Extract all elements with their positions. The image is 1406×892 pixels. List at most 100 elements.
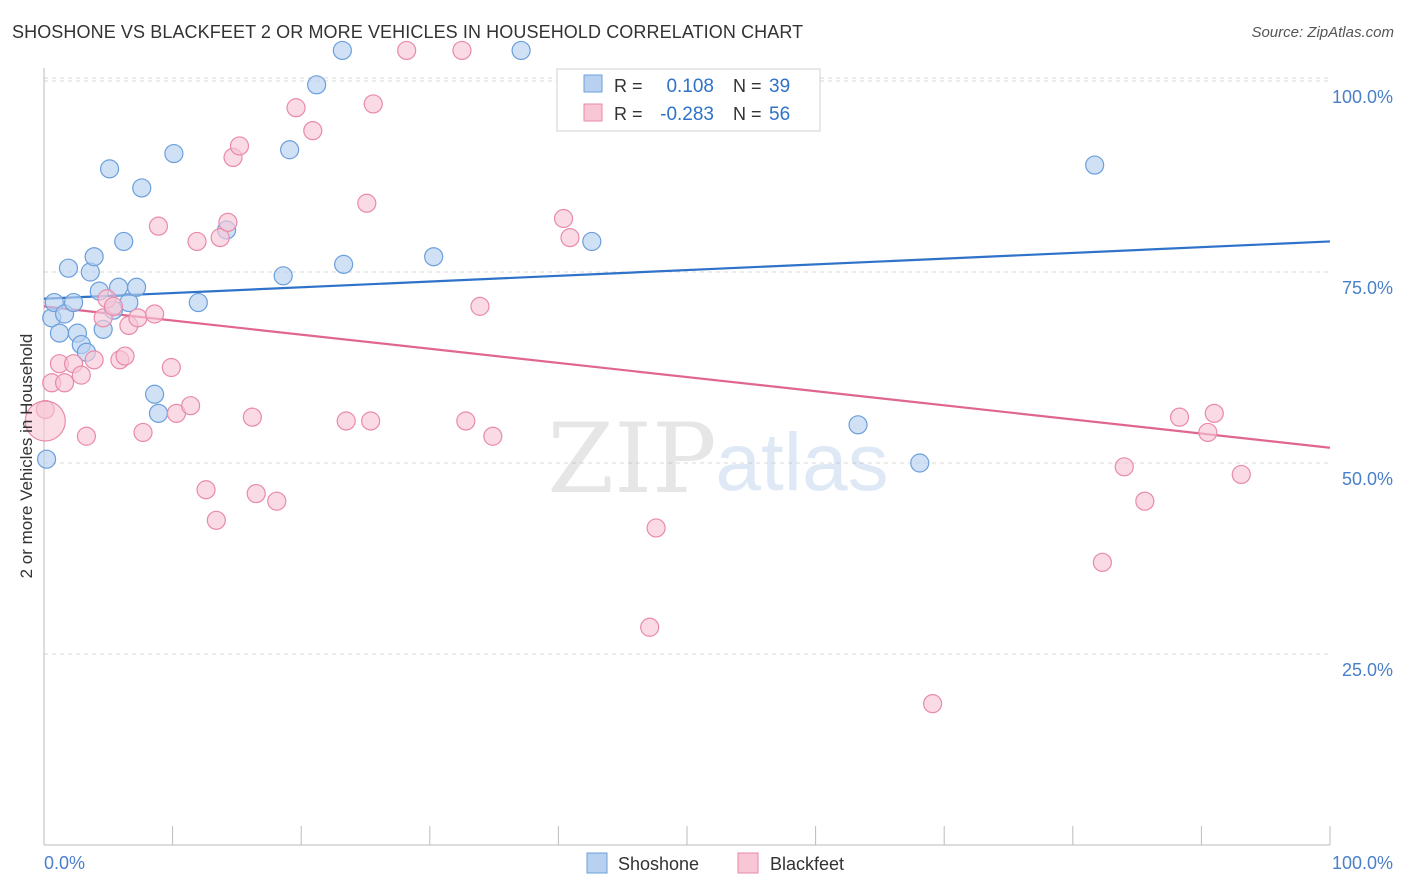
point-shoshone (848, 415, 868, 435)
point-blackfeet (54, 373, 75, 393)
point-blackfeet (1114, 457, 1134, 477)
point-shoshone (164, 143, 184, 164)
point-blackfeet (1198, 422, 1218, 443)
point-blackfeet (923, 694, 943, 714)
point-blackfeet (133, 422, 153, 443)
point-shoshone (280, 140, 300, 160)
legend-swatch-shoshone (583, 74, 603, 93)
legend-r-label-1: R = (614, 76, 643, 96)
point-blackfeet (452, 40, 472, 61)
x-tick-labels: 0.0% 100.0% (44, 853, 1393, 873)
legend-n-value-2: 56 (769, 104, 790, 125)
y-tick-label: 25.0% (1342, 660, 1393, 680)
trend-lines (43, 240, 1331, 449)
point-shoshone (307, 75, 327, 95)
point-blackfeet (357, 193, 377, 213)
point-shoshone (334, 254, 354, 274)
legend-r-value-1: 0.108 (666, 76, 714, 97)
point-blackfeet (1169, 407, 1190, 427)
point-blackfeet (363, 94, 383, 114)
watermark-zip: ZIP (547, 403, 716, 515)
point-blackfeet (246, 483, 266, 504)
point-blackfeet (267, 491, 287, 511)
point-shoshone (424, 247, 444, 267)
trend-line-shoshone (43, 240, 1331, 300)
point-shoshone (114, 231, 134, 252)
point-blackfeet (560, 228, 580, 248)
bottom-legend-swatch-shoshone (586, 852, 608, 874)
legend-swatch-blackfeet (583, 103, 603, 122)
point-shoshone (582, 231, 602, 252)
point-blackfeet (76, 426, 97, 446)
point-shoshone (910, 453, 930, 473)
bottom-legend-label-shoshone: Shoshone (618, 854, 699, 874)
point-blackfeet (210, 228, 230, 248)
point-blackfeet (303, 121, 323, 141)
point-blackfeet (397, 40, 417, 61)
watermark: ZIP atlas (547, 403, 888, 515)
point-blackfeet (336, 411, 356, 431)
point-blackfeet (71, 365, 91, 385)
point-shoshone (511, 40, 531, 61)
point-blackfeet (470, 296, 490, 316)
x-tick-label: 100.0% (1332, 853, 1393, 873)
point-blackfeet (218, 212, 238, 232)
point-shoshone (1085, 155, 1105, 175)
point-shoshone (99, 159, 120, 179)
point-shoshone (58, 258, 79, 278)
point-blackfeet (242, 407, 262, 427)
y-tick-labels: 25.0% 50.0% 75.0% 100.0% (1332, 87, 1393, 680)
point-shoshone (273, 266, 293, 286)
point-shoshone (144, 384, 165, 404)
legend-r-value-2: -0.283 (660, 104, 714, 125)
y-tick-label: 50.0% (1342, 469, 1393, 489)
chart-title: SHOSHONE VS BLACKFEET 2 OR MORE VEHICLES… (12, 22, 804, 42)
point-blackfeet (286, 98, 306, 118)
y-axis-label: 2 or more Vehicles in Household (17, 334, 36, 579)
point-blackfeet (1092, 552, 1112, 572)
point-blackfeet (483, 426, 503, 446)
point-shoshone (49, 323, 70, 343)
y-tick-label: 100.0% (1332, 87, 1393, 107)
point-blackfeet (361, 411, 381, 431)
point-blackfeet (128, 308, 148, 328)
series-legend: Shoshone Blackfeet (586, 852, 844, 874)
point-blackfeet (103, 296, 124, 316)
trend-line-blackfeet (43, 305, 1331, 449)
point-shoshone (126, 277, 147, 297)
point-shoshone (36, 449, 57, 469)
point-blackfeet (1135, 491, 1155, 511)
bottom-legend-label-blackfeet: Blackfeet (770, 854, 844, 874)
data-points (24, 40, 1251, 714)
point-blackfeet (553, 208, 574, 229)
point-blackfeet (84, 350, 104, 370)
point-blackfeet (181, 396, 201, 416)
point-blackfeet-large (24, 400, 66, 442)
y-tick-label: 75.0% (1342, 278, 1393, 298)
point-blackfeet (196, 480, 216, 500)
point-shoshone (188, 292, 208, 313)
point-shoshone (63, 292, 84, 313)
legend-n-label-2: N = (733, 104, 762, 124)
point-blackfeet (148, 216, 169, 236)
point-blackfeet (115, 346, 135, 366)
point-shoshone (148, 403, 169, 423)
point-blackfeet (187, 231, 207, 252)
legend-r-label-2: R = (614, 104, 643, 124)
point-blackfeet (1204, 403, 1224, 423)
point-shoshone (84, 247, 104, 267)
bottom-legend-swatch-blackfeet (737, 852, 759, 874)
point-shoshone (332, 40, 352, 61)
point-blackfeet (646, 518, 666, 538)
correlation-legend: R = 0.108 N = 39 R = -0.283 N = 56 (556, 68, 821, 132)
point-blackfeet (161, 357, 181, 378)
point-blackfeet (144, 304, 165, 324)
x-tick-label: 0.0% (44, 853, 85, 873)
point-blackfeet (229, 136, 250, 156)
source-label: Source: ZipAtlas.com (1251, 24, 1394, 41)
legend-n-label-1: N = (733, 76, 762, 96)
legend-n-value-1: 39 (769, 76, 790, 97)
point-blackfeet (640, 617, 660, 637)
point-blackfeet (456, 411, 476, 431)
